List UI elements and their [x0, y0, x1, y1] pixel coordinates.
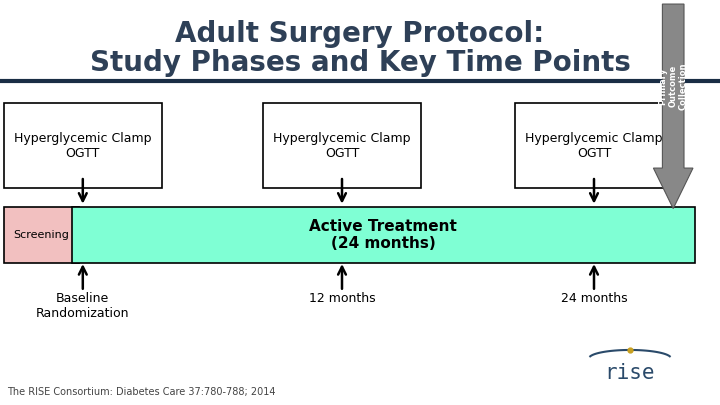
FancyBboxPatch shape — [263, 103, 421, 188]
FancyBboxPatch shape — [515, 103, 673, 188]
Text: 12 months: 12 months — [309, 292, 375, 305]
Text: rise: rise — [605, 362, 655, 383]
FancyBboxPatch shape — [4, 103, 162, 188]
Text: Hyperglycemic Clamp
OGTT: Hyperglycemic Clamp OGTT — [526, 132, 662, 160]
Text: Baseline
Randomization: Baseline Randomization — [36, 292, 130, 320]
FancyBboxPatch shape — [72, 207, 695, 263]
Text: The RISE Consortium: Diabetes Care 37:780-788; 2014: The RISE Consortium: Diabetes Care 37:78… — [7, 387, 276, 397]
Text: Primary
Outcome
Collection: Primary Outcome Collection — [658, 62, 688, 110]
Text: Study Phases and Key Time Points: Study Phases and Key Time Points — [89, 49, 631, 77]
Text: Hyperglycemic Clamp
OGTT: Hyperglycemic Clamp OGTT — [274, 132, 410, 160]
Polygon shape — [654, 4, 693, 209]
FancyBboxPatch shape — [4, 207, 79, 263]
Text: Adult Surgery Protocol:: Adult Surgery Protocol: — [176, 20, 544, 49]
Text: Hyperglycemic Clamp
OGTT: Hyperglycemic Clamp OGTT — [14, 132, 151, 160]
Text: Active Treatment
(24 months): Active Treatment (24 months) — [310, 219, 457, 251]
Text: Screening: Screening — [14, 230, 69, 240]
Text: 24 months: 24 months — [561, 292, 627, 305]
